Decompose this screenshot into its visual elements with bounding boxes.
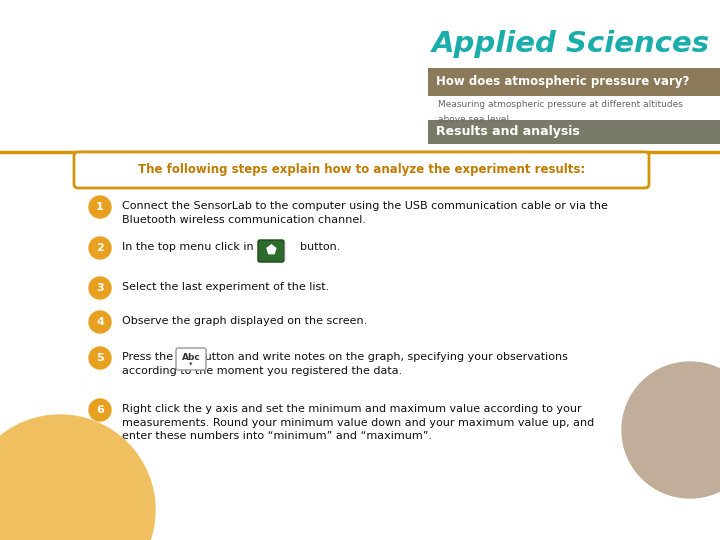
Bar — [428, 120, 720, 144]
Circle shape — [89, 399, 111, 421]
Text: Observe the graph displayed on the screen.: Observe the graph displayed on the scree… — [122, 316, 367, 326]
Text: ▾: ▾ — [189, 361, 193, 367]
Circle shape — [89, 311, 111, 333]
Bar — [428, 68, 720, 96]
Text: Select the last experiment of the list.: Select the last experiment of the list. — [122, 282, 329, 292]
Text: 5: 5 — [96, 353, 104, 363]
FancyBboxPatch shape — [74, 152, 649, 188]
Text: 2: 2 — [96, 243, 104, 253]
Text: 6: 6 — [96, 405, 104, 415]
Text: ⬟: ⬟ — [266, 245, 276, 258]
Text: 1: 1 — [96, 202, 104, 212]
Text: How does atmospheric pressure vary?: How does atmospheric pressure vary? — [436, 76, 689, 89]
Circle shape — [89, 277, 111, 299]
Text: Applied Sciences: Applied Sciences — [432, 30, 710, 58]
Circle shape — [89, 347, 111, 369]
Text: The following steps explain how to analyze the experiment results:: The following steps explain how to analy… — [138, 164, 585, 177]
FancyBboxPatch shape — [176, 348, 206, 370]
FancyBboxPatch shape — [258, 240, 284, 262]
Text: Abc: Abc — [181, 353, 200, 361]
Text: above sea level: above sea level — [438, 115, 509, 124]
Text: 4: 4 — [96, 317, 104, 327]
Text: Right click the y axis and set the minimum and maximum value according to your
m: Right click the y axis and set the minim… — [122, 404, 594, 441]
Text: In the top menu click in the       button.: In the top menu click in the button. — [122, 242, 341, 252]
Text: 3: 3 — [96, 283, 104, 293]
Text: Press the       button and write notes on the graph, specifying your observation: Press the button and write notes on the … — [122, 352, 568, 376]
Circle shape — [622, 362, 720, 498]
Text: Results and analysis: Results and analysis — [436, 125, 580, 138]
Circle shape — [0, 415, 155, 540]
Text: Measuring atmospheric pressure at different altitudes: Measuring atmospheric pressure at differ… — [438, 100, 683, 109]
Circle shape — [89, 196, 111, 218]
Text: Connect the SensorLab to the computer using the USB communication cable or via t: Connect the SensorLab to the computer us… — [122, 201, 608, 225]
Circle shape — [89, 237, 111, 259]
